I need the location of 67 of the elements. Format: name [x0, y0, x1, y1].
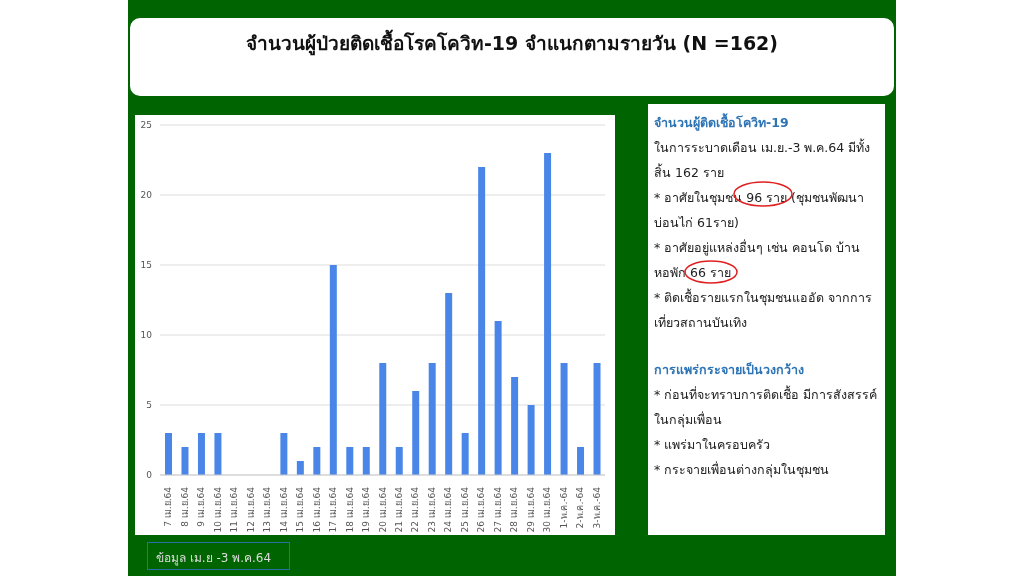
bar [560, 363, 568, 475]
x-tick-label: 18 เม.ย.64 [344, 486, 355, 533]
bar [478, 167, 486, 475]
x-tick-label: 7 เม.ย.64 [163, 486, 174, 527]
chart-title: จำนวนผู้ป่วยติดเชื้อโรคโควิท-19 จำแนกตามรายวัน (N =162) [130, 18, 894, 96]
bar [494, 321, 502, 475]
x-tick-label: 24 เม.ย.64 [443, 486, 454, 533]
x-tick-label: 17 เม.ย.64 [328, 486, 339, 533]
bar [329, 265, 337, 475]
text: * ก่อนที่จะทราบการติดเชื้อ มีการสังสรรค์ในกลุ่มเพื่อน [654, 384, 879, 430]
bar [527, 405, 535, 475]
x-tick-label: 29 เม.ย.64 [525, 486, 536, 533]
bar [577, 447, 585, 475]
bar [379, 363, 387, 475]
bar [593, 363, 601, 475]
x-tick-label: 2-พ.ค.-64 [575, 486, 586, 529]
x-tick-label: 13 เม.ย.64 [262, 486, 273, 533]
bar [544, 153, 552, 475]
x-tick-label: 1-พ.ค.-64 [558, 486, 569, 529]
x-tick-label: 8 เม.ย.64 [179, 486, 190, 527]
bar [461, 433, 469, 475]
bar [280, 433, 288, 475]
text: * แพร่มาในครอบครัว [654, 436, 772, 454]
x-tick-label: 26 เม.ย.64 [476, 486, 487, 533]
bar [165, 433, 172, 475]
y-tick-label: 10 [140, 330, 153, 341]
x-tick-label: 9 เม.ย.64 [196, 486, 207, 527]
bar [412, 391, 420, 475]
y-tick-label: 15 [140, 260, 152, 271]
x-tick-label: 22 เม.ย.64 [410, 486, 421, 533]
bar [445, 293, 453, 475]
x-tick-label: 27 เม.ย.64 [492, 486, 503, 533]
x-tick-label: 20 เม.ย.64 [377, 486, 388, 533]
text: การแพร่กระจายเป็นวงกว้าง [654, 361, 805, 379]
x-tick-label: 19 เม.ย.64 [361, 486, 372, 533]
x-tick-label: 16 เม.ย.64 [311, 486, 322, 533]
bar [511, 377, 519, 475]
bar [214, 433, 222, 475]
y-tick-label: 0 [146, 470, 153, 481]
y-tick-label: 5 [146, 400, 152, 411]
y-tick-label: 20 [140, 190, 153, 201]
x-tick-label: 14 เม.ย.64 [278, 486, 289, 533]
text: จำนวนผู้ติดเชื้อโควิท-19 [654, 112, 790, 133]
bar [197, 433, 205, 475]
text: * ติดเชื้อรายแรกในชุมชนแออัด จากการเที่ยวสถานบันเทิง [654, 287, 874, 332]
bar [296, 461, 304, 475]
text: ในการระบาดเดือน เม.ย.-3 พ.ค.64 มีทั้งสิ้น 162 ราย [654, 137, 872, 182]
bar [313, 447, 321, 475]
x-tick-label: 3-พ.ค.-64 [591, 486, 602, 529]
bar [428, 363, 436, 475]
x-tick-label: 21 เม.ย.64 [393, 486, 404, 533]
x-tick-label: 11 เม.ย.64 [229, 486, 240, 533]
bar [181, 447, 189, 475]
bar [362, 447, 370, 475]
bar [395, 447, 403, 475]
x-tick-label: 28 เม.ย.64 [509, 486, 520, 533]
x-tick-label: 12 เม.ย.64 [245, 486, 256, 533]
y-tick-label: 25 [140, 120, 152, 131]
bar [346, 447, 354, 475]
x-tick-label: 30 เม.ย.64 [542, 486, 553, 533]
text: * อาศัยอยู่แหล่งอื่นๆ เช่น คอนโด บ้านหอพัก 66 ราย [654, 238, 862, 282]
text: * กระจายเพื่อนต่างกลุ่มในชุมชน [654, 460, 831, 480]
x-tick-label: 23 เม.ย.64 [426, 486, 437, 533]
text: ข้อมูล เม.ย -3 พ.ค.64 [147, 542, 290, 570]
x-tick-label: 25 เม.ย.64 [459, 486, 470, 533]
x-tick-label: 10 เม.ย.64 [212, 486, 223, 533]
x-tick-label: 15 เม.ย.64 [295, 486, 306, 533]
